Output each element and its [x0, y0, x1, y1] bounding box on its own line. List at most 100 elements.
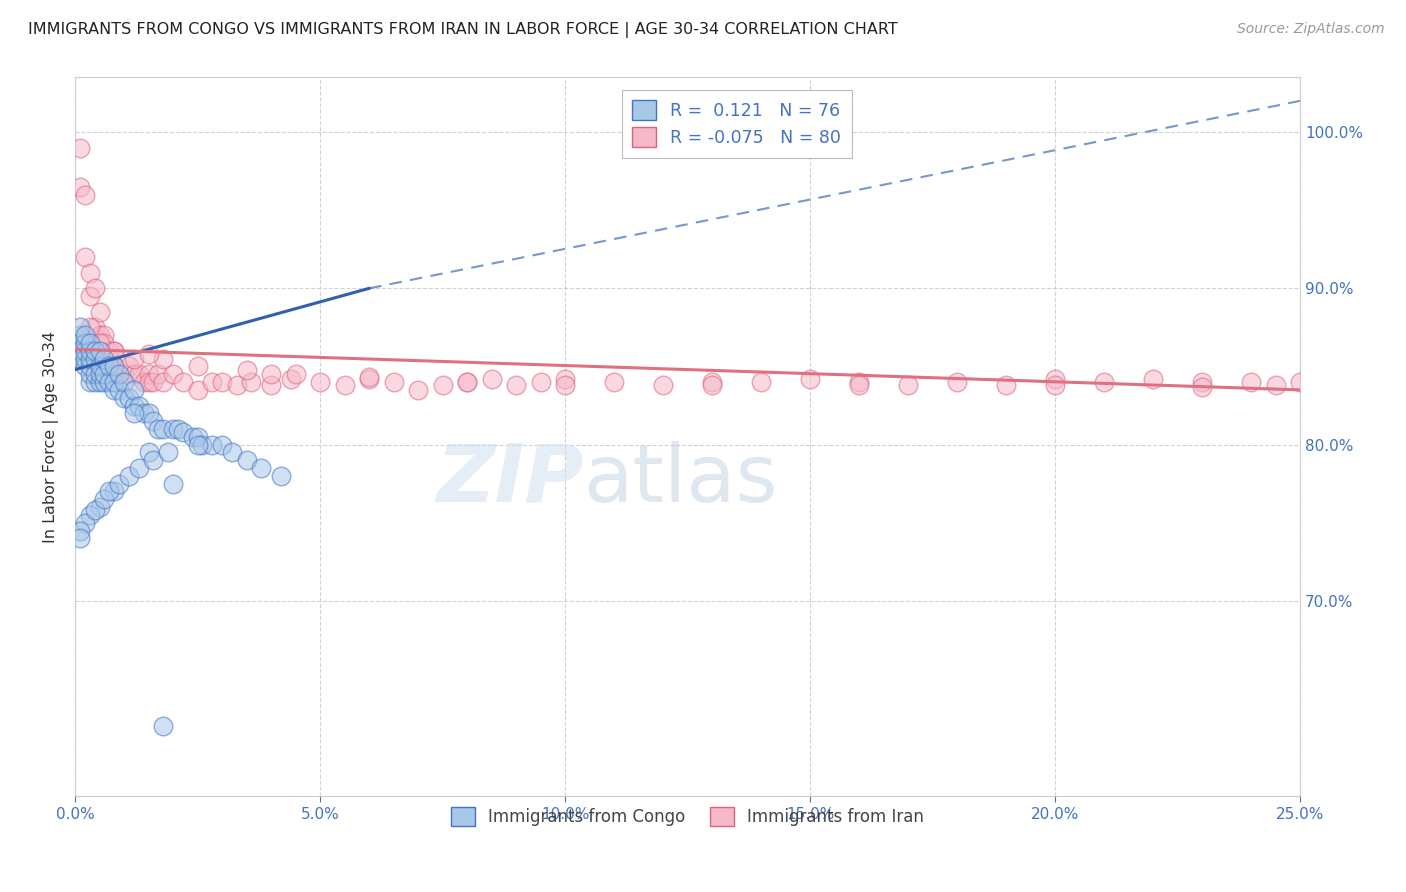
Point [79, 343, 101, 358]
Point [128, 461, 150, 475]
Point [152, 375, 174, 389]
Point [73, 351, 96, 366]
Point [1264, 378, 1286, 392]
Point [79, 375, 101, 389]
Point [201, 375, 224, 389]
Point [172, 425, 194, 439]
Point [142, 414, 165, 428]
Point [235, 362, 257, 376]
Point [69, 343, 91, 358]
Point [162, 476, 184, 491]
Point [1191, 375, 1213, 389]
Point [89, 343, 111, 358]
Point [142, 453, 165, 467]
Point [89, 328, 111, 343]
Point [103, 484, 125, 499]
Point [138, 445, 160, 459]
Point [128, 368, 150, 382]
Point [73, 359, 96, 374]
Point [79, 359, 101, 374]
Point [98, 343, 121, 358]
Point [357, 372, 380, 386]
Point [79, 320, 101, 334]
Point [103, 375, 125, 389]
Point [749, 375, 772, 389]
Point [995, 378, 1018, 392]
Point [79, 266, 101, 280]
Point [83, 503, 105, 517]
Point [357, 370, 380, 384]
Point [73, 336, 96, 351]
Point [603, 375, 626, 389]
Point [250, 461, 273, 475]
Point [69, 179, 91, 194]
Point [221, 445, 243, 459]
Point [122, 399, 145, 413]
Point [93, 492, 115, 507]
Point [456, 375, 478, 389]
Point [69, 531, 91, 545]
Point [69, 336, 91, 351]
Point [118, 359, 141, 374]
Point [122, 406, 145, 420]
Point [148, 422, 170, 436]
Point [69, 141, 91, 155]
Point [83, 281, 105, 295]
Point [1191, 380, 1213, 394]
Point [333, 378, 356, 392]
Point [89, 500, 111, 514]
Point [108, 368, 131, 382]
Point [79, 351, 101, 366]
Point [79, 508, 101, 522]
Point [505, 378, 527, 392]
Point [112, 368, 135, 382]
Point [270, 468, 292, 483]
Point [73, 328, 96, 343]
Point [103, 359, 125, 374]
Text: Source: ZipAtlas.com: Source: ZipAtlas.com [1237, 22, 1385, 37]
Point [848, 375, 870, 389]
Point [201, 437, 224, 451]
Point [112, 391, 135, 405]
Point [138, 347, 160, 361]
Point [103, 343, 125, 358]
Point [108, 476, 131, 491]
Point [406, 383, 429, 397]
Point [103, 383, 125, 397]
Point [103, 359, 125, 374]
Text: atlas: atlas [583, 441, 778, 519]
Point [848, 378, 870, 392]
Point [98, 375, 121, 389]
Point [162, 368, 184, 382]
Point [108, 383, 131, 397]
Point [79, 368, 101, 382]
Point [69, 328, 91, 343]
Point [456, 375, 478, 389]
Point [187, 383, 209, 397]
Point [122, 368, 145, 382]
Point [172, 375, 194, 389]
Point [73, 250, 96, 264]
Point [73, 187, 96, 202]
Point [652, 378, 675, 392]
Point [1043, 378, 1066, 392]
Point [118, 391, 141, 405]
Point [132, 375, 155, 389]
Point [112, 375, 135, 389]
Point [191, 437, 214, 451]
Point [1092, 375, 1115, 389]
Text: ZIP: ZIP [436, 441, 583, 519]
Point [481, 372, 503, 386]
Point [211, 375, 233, 389]
Point [93, 328, 115, 343]
Point [225, 378, 247, 392]
Point [181, 430, 204, 444]
Point [382, 375, 405, 389]
Point [432, 378, 454, 392]
Point [69, 524, 91, 538]
Point [83, 343, 105, 358]
Point [93, 375, 115, 389]
Point [529, 375, 551, 389]
Legend: Immigrants from Congo, Immigrants from Iran: Immigrants from Congo, Immigrants from I… [443, 798, 932, 835]
Point [103, 343, 125, 358]
